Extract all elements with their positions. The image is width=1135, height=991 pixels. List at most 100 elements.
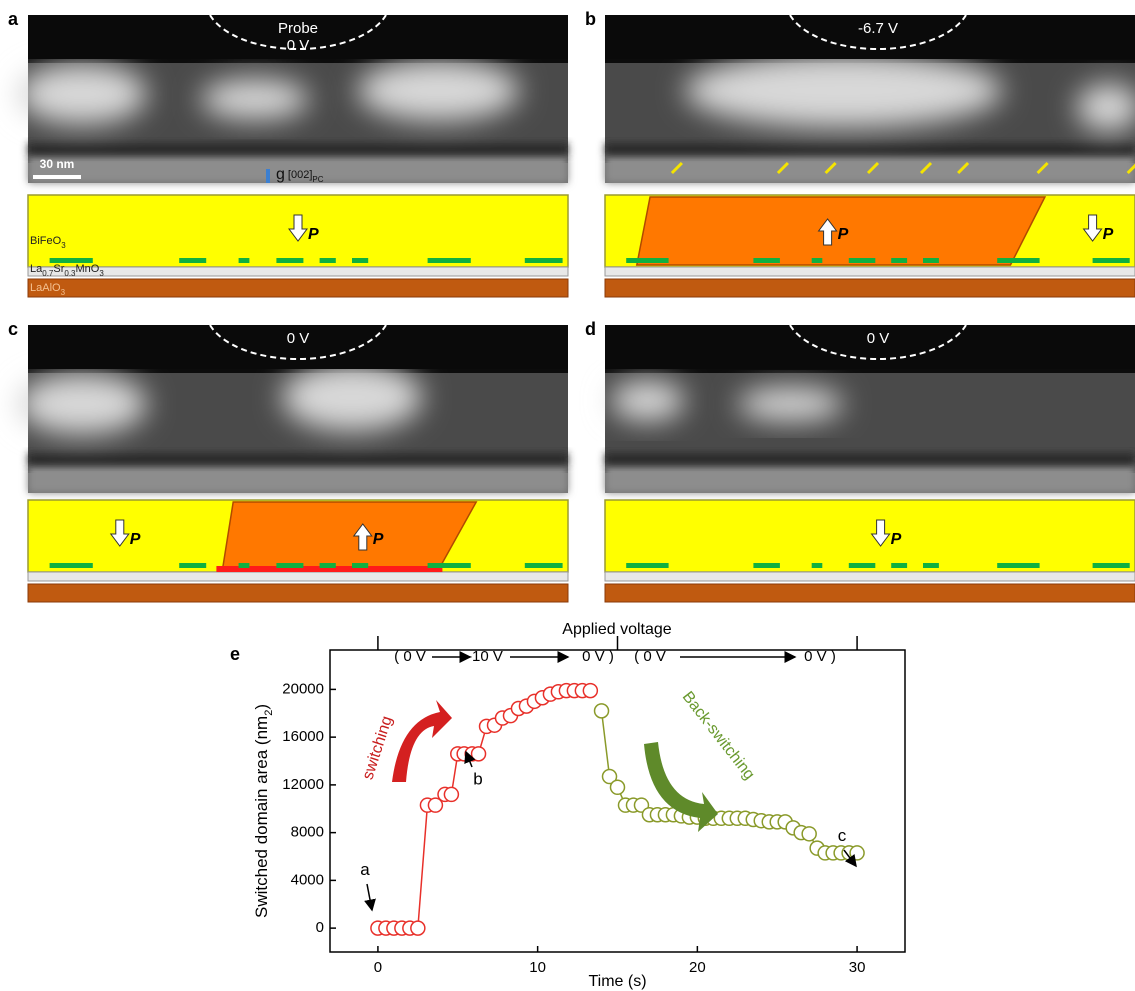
defect-mark [50, 563, 93, 568]
lsmo-layer [28, 572, 568, 581]
polarization-label: P [308, 226, 319, 243]
text-part: Sr [53, 263, 64, 275]
probe-label: 0 V [287, 37, 310, 54]
image-interface [28, 143, 568, 155]
defect-mark [891, 258, 907, 263]
switching-arrow [392, 700, 452, 782]
annotation: Back-switching [679, 689, 758, 784]
probe-label: Probe [278, 20, 318, 37]
lsmo-layer [28, 267, 568, 276]
voltage-label: ( 0 V [634, 648, 666, 665]
y-tick-label: 16000 [282, 728, 324, 745]
data-point [444, 787, 458, 801]
defect-mark [320, 563, 336, 568]
defect-mark [626, 258, 668, 263]
data-point [595, 704, 609, 718]
data-point [850, 846, 864, 860]
series-line [602, 711, 858, 853]
g-arrow [266, 169, 270, 183]
data-point [583, 684, 597, 698]
text-part: La [30, 263, 43, 275]
defect-mark [320, 258, 336, 263]
g-subscript: PC [312, 175, 323, 184]
text-part: Switched domain area (nm [252, 716, 271, 918]
defect-mark [239, 258, 250, 263]
x-tick-label: 10 [529, 959, 546, 976]
defect-mark [923, 563, 939, 568]
panel-letter: b [585, 9, 596, 29]
data-point [411, 921, 425, 935]
defect-mark [891, 563, 907, 568]
bright-region [282, 364, 422, 431]
y-tick-label: 8000 [291, 824, 324, 841]
defect-mark [812, 563, 823, 568]
text-part: LaAlO [30, 282, 61, 294]
text-part: MnO [76, 263, 100, 275]
defect-mark [239, 563, 250, 568]
lao-layer [605, 584, 1135, 602]
text-part: ) [252, 704, 271, 710]
plot-frame [330, 650, 905, 952]
defect-mark [812, 258, 823, 263]
point-label: c [838, 826, 847, 845]
y-axis-label: Switched domain area (nm2) [252, 704, 274, 918]
defect-mark [923, 258, 939, 263]
data-point [802, 827, 816, 841]
defect-mark [997, 563, 1039, 568]
panel-letter: d [585, 319, 596, 339]
text-part: BiFeO [30, 235, 62, 247]
lao-layer [605, 279, 1135, 297]
point-arrow [367, 884, 372, 910]
scale-bar [33, 175, 81, 179]
x-tick-label: 0 [374, 959, 382, 976]
probe-label: -6.7 V [858, 20, 898, 37]
bright-region [738, 387, 844, 421]
polarization-label: P [838, 226, 849, 243]
defect-mark [352, 563, 368, 568]
lsmo-layer [605, 267, 1135, 276]
image-interface [28, 453, 568, 465]
defect-mark [179, 258, 206, 263]
defect-mark [753, 258, 780, 263]
lsmo-layer [605, 572, 1135, 581]
defect-mark [849, 563, 876, 568]
voltage-label: -10 V [467, 648, 503, 665]
subscript: 3 [99, 269, 104, 278]
figure: aProbe0 V30 nmg[002]PCPBiFeO3La0.7Sr0.3M… [0, 0, 1135, 991]
y-tick-label: 0 [316, 919, 324, 936]
image-interface [605, 453, 1135, 465]
x-tick-label: 20 [689, 959, 706, 976]
image-substrate [605, 465, 1135, 493]
bright-region [17, 64, 147, 124]
lao-layer [28, 279, 568, 297]
bright-region [685, 54, 1003, 128]
point-label: a [360, 860, 370, 879]
x-tick-label: 30 [849, 959, 866, 976]
panel-letter: a [8, 9, 19, 29]
defect-mark [179, 563, 206, 568]
bfo-layer [605, 500, 1135, 572]
bright-region [610, 380, 684, 420]
g-index: [002] [288, 169, 312, 181]
micrograph [605, 15, 1135, 183]
micrograph [17, 325, 568, 493]
annotation: switching [359, 714, 396, 782]
voltage-label: 0 V ) [582, 648, 614, 665]
defect-mark [525, 563, 563, 568]
defect-mark [525, 258, 563, 263]
lao-layer [28, 584, 568, 602]
defect-mark [428, 258, 471, 263]
top-axis-label: Applied voltage [562, 621, 672, 638]
subscript: 3 [61, 288, 66, 297]
g-symbol: g [276, 166, 285, 183]
defect-mark [753, 563, 780, 568]
scale-bar-label: 30 nm [40, 157, 75, 171]
switched-domain [222, 502, 476, 570]
bright-region [357, 60, 519, 120]
defect-mark [1093, 258, 1130, 263]
voltage-label: 0 V ) [804, 648, 836, 665]
micrograph [605, 325, 1135, 493]
panel-letter: c [8, 319, 18, 339]
defect-mark [1093, 563, 1130, 568]
x-axis-label: Time (s) [588, 973, 646, 990]
